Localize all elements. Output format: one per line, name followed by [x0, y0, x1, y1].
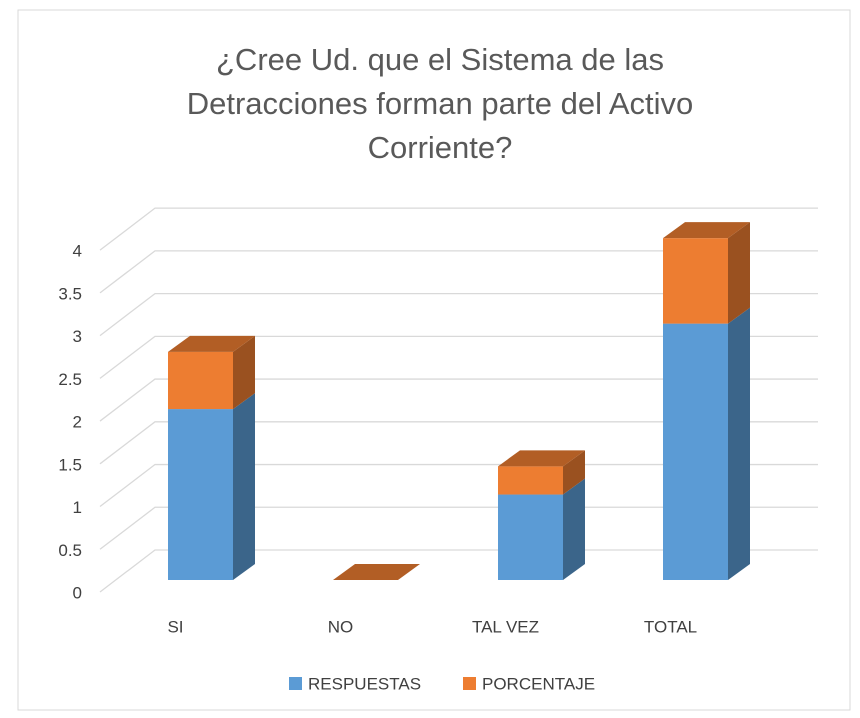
bar-side — [233, 335, 255, 410]
legend-swatch — [463, 677, 476, 690]
y-tick-label: 1 — [73, 498, 82, 517]
y-tick-label: 2.5 — [58, 370, 82, 389]
grid-line — [99, 250, 818, 294]
chart-title: ¿Cree Ud. que el Sistema de las Detracci… — [186, 42, 694, 165]
x-tick-label: TOTAL — [644, 617, 697, 636]
bar-front — [168, 351, 233, 410]
bar-front — [168, 409, 233, 580]
legend-label: RESPUESTAS — [308, 674, 421, 693]
y-tick-label: 2 — [73, 413, 82, 432]
bar-side — [563, 450, 585, 495]
bar-side — [728, 307, 750, 580]
bar-front — [498, 494, 563, 580]
y-tick-label: 0.5 — [58, 541, 82, 560]
x-tick-label: SI — [167, 617, 183, 636]
x-tick-label: TAL VEZ — [472, 617, 539, 636]
grid-line — [99, 421, 818, 465]
grid-line — [99, 549, 818, 593]
y-tick-label: 3.5 — [58, 284, 82, 303]
grid-line — [99, 378, 818, 422]
grid-line — [99, 207, 818, 251]
bar-top — [498, 450, 585, 467]
grid-line — [99, 463, 818, 508]
y-tick-label: 1.5 — [58, 455, 82, 474]
bar-side — [563, 478, 585, 580]
grid-line — [99, 292, 818, 337]
y-tick-label: 0 — [73, 583, 82, 602]
x-tick-label: NO — [328, 617, 354, 636]
chart-border — [17, 9, 851, 711]
bar-front — [498, 466, 563, 495]
bar-side — [728, 222, 750, 324]
grid-line — [99, 506, 818, 550]
y-tick-label: 4 — [73, 242, 82, 261]
bar-side — [233, 393, 255, 580]
legend-label: PORCENTAJE — [482, 674, 595, 693]
bar-top — [168, 335, 255, 352]
bar-front — [663, 323, 728, 580]
grid-line — [99, 335, 818, 379]
legend-swatch — [289, 677, 302, 690]
bar-top — [333, 564, 420, 580]
y-tick-label: 3 — [73, 327, 82, 346]
bar-top — [663, 222, 750, 239]
bar-front — [663, 238, 728, 324]
